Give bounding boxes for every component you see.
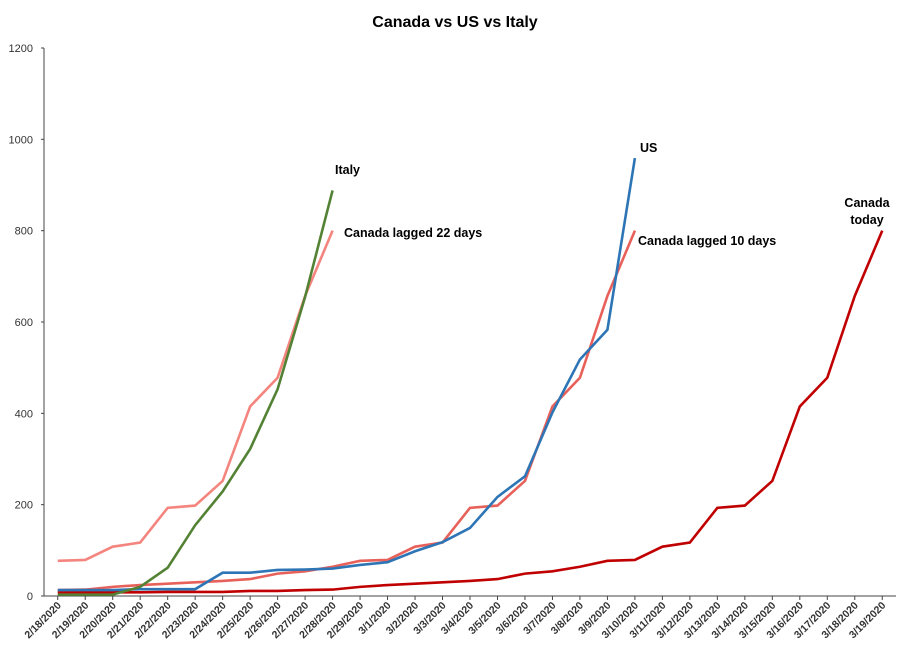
- series-line: [57, 230, 884, 594]
- y-tick-label: 1000: [9, 134, 33, 146]
- chart-title: Canada vs US vs Italy: [372, 14, 538, 31]
- y-tick-label: 400: [15, 408, 33, 420]
- series-label: US: [640, 141, 657, 155]
- series-line: [57, 157, 637, 592]
- series-label: Canada today: [844, 196, 890, 227]
- series-label: Canada lagged 10 days: [638, 234, 776, 248]
- y-tick-label: 1200: [9, 43, 33, 55]
- y-tick-label: 600: [15, 317, 33, 329]
- series-line: [57, 230, 334, 563]
- series-label: Italy: [335, 163, 360, 177]
- y-tick-label: 200: [15, 500, 33, 512]
- series-label: Canada lagged 22 days: [344, 226, 482, 240]
- y-tick-label: 0: [27, 591, 33, 603]
- y-tick-label: 800: [15, 226, 33, 238]
- series-line: [57, 190, 334, 596]
